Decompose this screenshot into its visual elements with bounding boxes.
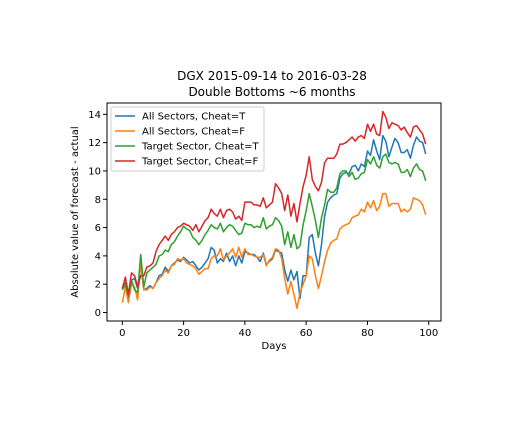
chart-subtitle: Double Bottoms ~6 months <box>188 85 355 99</box>
chart-title: DGX 2015-09-14 to 2016-03-28 <box>177 69 367 83</box>
legend: All Sectors, Cheat=T All Sectors, Cheat=F… <box>110 106 265 172</box>
y-tick-label: 14 <box>88 110 101 121</box>
y-tick-label: 6 <box>95 223 101 234</box>
legend-label-3: Target Sector, Cheat=T <box>141 142 260 153</box>
series-line-2 <box>121 192 427 310</box>
series-line-4 <box>121 110 427 295</box>
x-tick-label: 60 <box>300 328 313 339</box>
y-axis-label: Absolute value of forecast - actual <box>70 126 81 297</box>
y-tick-label: 0 <box>95 308 101 319</box>
series-line-3 <box>121 153 427 297</box>
plot-area <box>106 102 442 322</box>
x-tick-label: 100 <box>419 328 438 339</box>
y-tick-label: 12 <box>88 138 101 149</box>
x-axis: 0 20 40 60 80 100 <box>119 321 438 339</box>
y-tick-label: 2 <box>95 280 101 291</box>
series-lines <box>121 110 427 310</box>
legend-label-4: Target Sector, Cheat=F <box>141 157 259 168</box>
x-tick-label: 80 <box>361 328 374 339</box>
legend-box <box>110 106 265 172</box>
x-tick-label: 0 <box>119 328 125 339</box>
y-tick-label: 4 <box>95 251 101 262</box>
y-axis: 0 2 4 6 8 10 12 14 <box>88 110 107 319</box>
y-tick-label: 10 <box>88 166 101 177</box>
y-tick-label: 8 <box>95 195 101 206</box>
x-axis-label: Days <box>262 341 287 352</box>
legend-label-2: All Sectors, Cheat=F <box>142 127 245 138</box>
legend-label-1: All Sectors, Cheat=T <box>142 112 246 123</box>
x-tick-label: 40 <box>239 328 252 339</box>
x-tick-label: 20 <box>177 328 190 339</box>
